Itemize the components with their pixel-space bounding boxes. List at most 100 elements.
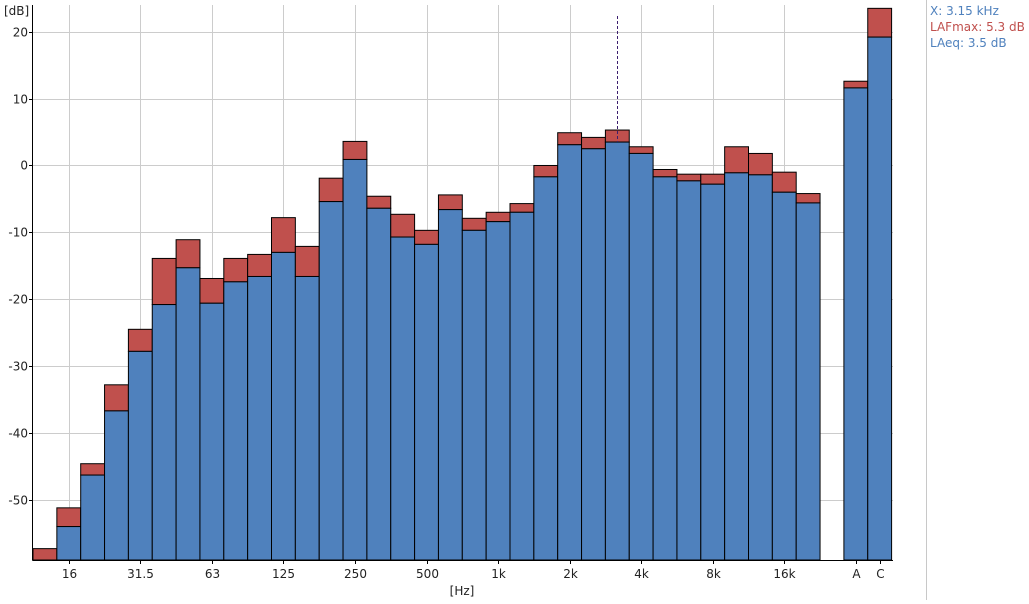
laeq-bar[interactable] <box>104 410 129 561</box>
lafmax-bar-segment[interactable] <box>247 253 272 277</box>
lafmax-bar-segment[interactable] <box>700 173 726 185</box>
band-bar-10k[interactable] <box>724 146 750 561</box>
band-bar-50[interactable] <box>175 239 201 561</box>
lafmax-bar-segment[interactable] <box>795 193 821 204</box>
lafmax-bar-segment[interactable] <box>867 7 893 38</box>
lafmax-bar-segment[interactable] <box>223 257 249 283</box>
band-bar-800[interactable] <box>461 217 487 561</box>
laeq-bar[interactable] <box>557 144 583 561</box>
lafmax-bar-segment[interactable] <box>676 173 702 182</box>
band-bar-12.5[interactable] <box>32 548 58 561</box>
band-bar-200[interactable] <box>318 177 344 561</box>
laeq-bar[interactable] <box>581 148 606 561</box>
band-bar-16k[interactable] <box>771 171 797 561</box>
lafmax-bar-segment[interactable] <box>652 168 678 178</box>
band-bar-20[interactable] <box>80 463 106 561</box>
bars[interactable] <box>32 7 893 561</box>
lafmax-bar-segment[interactable] <box>56 507 82 528</box>
lafmax-bar-segment[interactable] <box>342 140 368 160</box>
band-bar-31.5[interactable] <box>127 328 153 561</box>
lafmax-bar-segment[interactable] <box>748 152 773 176</box>
lafmax-bar-segment[interactable] <box>557 132 583 146</box>
laeq-bar[interactable] <box>175 267 201 561</box>
laeq-bar[interactable] <box>748 174 773 561</box>
band-bar-4k[interactable] <box>628 146 654 561</box>
lafmax-bar-segment[interactable] <box>628 146 654 154</box>
lafmax-bar-segment[interactable] <box>151 257 177 306</box>
band-bar-25[interactable] <box>104 384 129 561</box>
laeq-bar[interactable] <box>700 183 726 561</box>
laeq-bar[interactable] <box>533 176 559 561</box>
lafmax-bar-segment[interactable] <box>318 177 344 203</box>
band-bar-20k[interactable] <box>795 193 821 561</box>
band-bar-3.15k[interactable] <box>604 129 630 561</box>
laeq-bar[interactable] <box>485 221 511 561</box>
band-bar-2k[interactable] <box>557 132 583 561</box>
laeq-bar[interactable] <box>509 211 535 561</box>
lafmax-bar-segment[interactable] <box>294 245 320 277</box>
lafmax-bar-segment[interactable] <box>485 211 511 223</box>
laeq-bar[interactable] <box>843 87 869 561</box>
lafmax-bar-segment[interactable] <box>437 194 463 211</box>
lafmax-bar-segment[interactable] <box>843 80 869 89</box>
band-bar-315[interactable] <box>366 195 392 561</box>
lafmax-bar-segment[interactable] <box>390 213 416 238</box>
lafmax-bar-segment[interactable] <box>104 384 129 412</box>
band-bar-250[interactable] <box>342 140 368 561</box>
laeq-bar[interactable] <box>271 251 296 561</box>
laeq-bar[interactable] <box>366 207 392 561</box>
band-bar-1k[interactable] <box>485 211 511 561</box>
band-bar-5k[interactable] <box>652 168 678 561</box>
overall-bar-A[interactable] <box>843 80 869 561</box>
band-bar-16[interactable] <box>56 507 82 561</box>
laeq-bar[interactable] <box>199 302 225 561</box>
laeq-bar[interactable] <box>676 180 702 561</box>
lafmax-bar-segment[interactable] <box>414 229 439 245</box>
band-bar-6.3k[interactable] <box>676 173 702 561</box>
laeq-bar[interactable] <box>795 202 821 561</box>
lafmax-bar-segment[interactable] <box>366 195 392 209</box>
band-bar-100[interactable] <box>247 253 272 561</box>
band-bar-2.5k[interactable] <box>581 136 606 561</box>
lafmax-bar-segment[interactable] <box>461 217 487 231</box>
band-bar-125[interactable] <box>271 217 296 561</box>
lafmax-bar-segment[interactable] <box>199 277 225 304</box>
laeq-bar[interactable] <box>294 275 320 561</box>
lafmax-bar-segment[interactable] <box>533 164 559 178</box>
laeq-bar[interactable] <box>652 176 678 561</box>
laeq-bar[interactable] <box>604 141 630 561</box>
lafmax-bar-segment[interactable] <box>175 239 201 269</box>
laeq-bar[interactable] <box>414 243 439 561</box>
band-bar-400[interactable] <box>390 213 416 561</box>
lafmax-bar-segment[interactable] <box>32 548 58 561</box>
lafmax-bar-segment[interactable] <box>80 463 106 476</box>
laeq-bar[interactable] <box>80 474 106 561</box>
laeq-bar[interactable] <box>461 229 487 561</box>
laeq-bar[interactable] <box>56 526 82 561</box>
band-bar-1.6k[interactable] <box>533 164 559 561</box>
band-bar-8k[interactable] <box>700 173 726 561</box>
band-bar-63[interactable] <box>199 277 225 561</box>
band-bar-40[interactable] <box>151 257 177 561</box>
lafmax-bar-segment[interactable] <box>581 136 606 150</box>
laeq-bar[interactable] <box>390 236 416 561</box>
laeq-bar[interactable] <box>437 209 463 561</box>
overall-bar-C[interactable] <box>867 7 893 561</box>
laeq-bar[interactable] <box>771 191 797 561</box>
band-bar-160[interactable] <box>294 245 320 561</box>
laeq-bar[interactable] <box>867 36 893 561</box>
laeq-bar[interactable] <box>724 172 750 561</box>
band-bar-500[interactable] <box>414 229 439 561</box>
laeq-bar[interactable] <box>342 158 368 561</box>
band-bar-80[interactable] <box>223 257 249 561</box>
lafmax-bar-segment[interactable] <box>509 203 535 213</box>
lafmax-bar-segment[interactable] <box>127 328 153 352</box>
laeq-bar[interactable] <box>127 350 153 561</box>
band-bar-1.25k[interactable] <box>509 203 535 561</box>
band-bar-630[interactable] <box>437 194 463 561</box>
laeq-bar[interactable] <box>151 304 177 561</box>
laeq-bar[interactable] <box>318 201 344 561</box>
lafmax-bar-segment[interactable] <box>724 146 750 174</box>
laeq-bar[interactable] <box>628 152 654 561</box>
laeq-bar[interactable] <box>223 281 249 561</box>
